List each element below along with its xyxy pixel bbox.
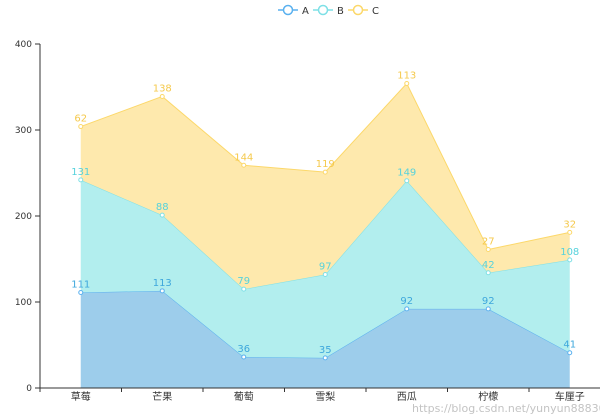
legend-label-B: B <box>337 6 344 17</box>
data-label-C: 113 <box>397 71 416 82</box>
data-label-C: 27 <box>482 237 495 248</box>
data-label-C: 119 <box>316 159 335 170</box>
x-tick-label: 葡萄 <box>234 390 254 403</box>
y-tick-label: 100 <box>15 298 32 308</box>
data-label-A: 92 <box>482 296 495 307</box>
point-B <box>404 178 410 184</box>
data-label-B: 88 <box>156 202 169 213</box>
point-C <box>404 81 410 87</box>
point-A <box>241 354 247 360</box>
point-A <box>159 288 165 294</box>
data-label-A: 92 <box>400 296 413 307</box>
point-C <box>159 93 165 99</box>
point-A <box>78 290 84 296</box>
y-tick-label: 400 <box>15 40 32 50</box>
y-tick-label: 300 <box>15 126 32 136</box>
legend-marker-B <box>317 4 329 16</box>
data-label-B: 108 <box>560 247 579 258</box>
x-tick-label: 芒果 <box>152 390 172 403</box>
data-label-B: 97 <box>319 261 332 272</box>
legend-marker-C <box>352 4 364 16</box>
data-label-B: 131 <box>71 167 90 178</box>
x-tick-label: 草莓 <box>71 391 91 403</box>
x-tick-label: 柠檬 <box>478 390 498 403</box>
data-label-B: 79 <box>237 276 250 287</box>
data-label-C: 138 <box>153 83 172 94</box>
x-tick-label: 车厘子 <box>555 390 585 403</box>
data-label-A: 113 <box>153 278 172 289</box>
point-B <box>567 257 573 263</box>
data-label-B: 149 <box>397 168 416 179</box>
point-B <box>78 177 84 183</box>
y-tick-label: 0 <box>26 384 32 394</box>
data-label-A: 36 <box>237 344 250 355</box>
point-A <box>322 355 328 361</box>
point-B <box>322 271 328 277</box>
data-label-C: 62 <box>74 114 87 125</box>
point-B <box>241 286 247 292</box>
watermark: https://blog.csdn.net/yunyun888301 <box>412 402 600 415</box>
area-A <box>80 290 570 388</box>
point-C <box>241 162 247 168</box>
legend-label-C: C <box>372 6 379 17</box>
area-B <box>80 179 570 358</box>
data-label-A: 35 <box>319 345 332 356</box>
data-label-A: 111 <box>71 280 90 291</box>
data-label-C: 32 <box>563 219 576 230</box>
point-B <box>159 212 165 218</box>
point-C <box>322 169 328 175</box>
point-C <box>78 124 84 130</box>
x-tick-label: 西瓜 <box>397 391 417 403</box>
legend-label-A: A <box>302 6 309 17</box>
point-A <box>485 306 491 312</box>
point-C <box>485 247 491 253</box>
data-label-C: 144 <box>234 152 253 163</box>
y-tick-label: 200 <box>15 212 32 222</box>
data-label-B: 42 <box>482 260 495 271</box>
area-C <box>80 83 570 290</box>
legend-marker-A <box>282 4 294 16</box>
point-B <box>485 270 491 276</box>
point-A <box>404 306 410 312</box>
data-label-A: 41 <box>563 340 576 351</box>
point-C <box>567 229 573 235</box>
point-A <box>567 350 573 356</box>
x-tick-label: 雪梨 <box>315 390 335 403</box>
